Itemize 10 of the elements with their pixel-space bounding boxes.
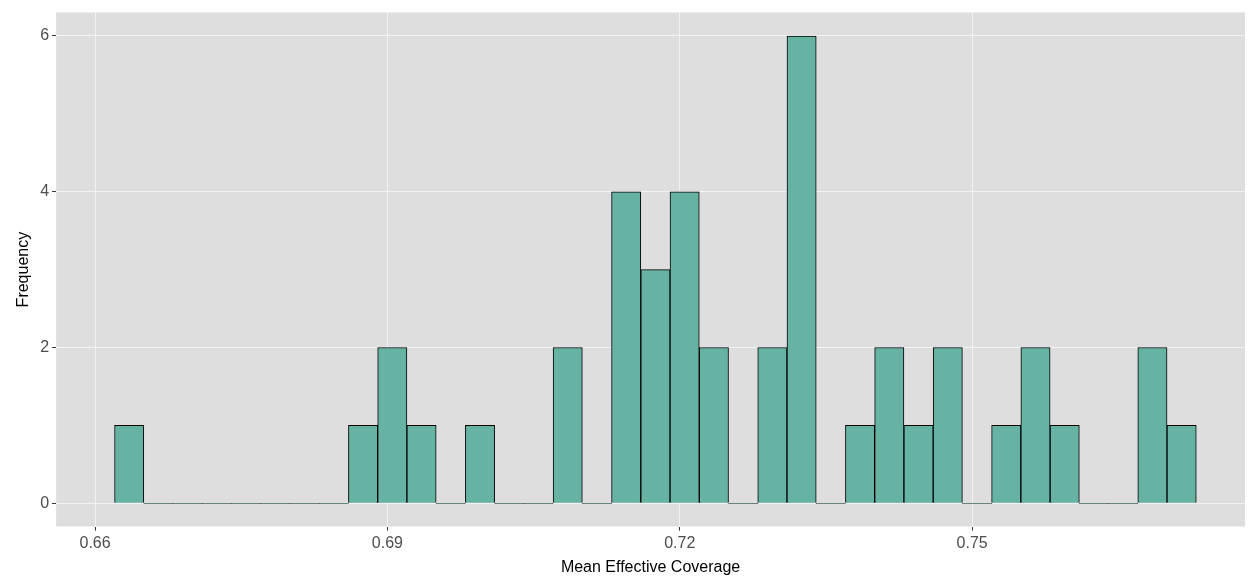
y-tick-label: 4 [40,182,50,200]
y-axis-title: Frequency [14,231,32,308]
y-tick-label: 2 [40,337,50,355]
x-tick-label: 0.75 [956,533,988,551]
x-axis-title: Mean Effective Coverage [560,557,741,575]
x-tick-label: 0.66 [79,533,111,551]
y-tick-label: 6 [40,26,50,44]
x-tick-label: 0.72 [664,533,696,551]
x-tick-label: 0.69 [371,533,404,551]
y-tick-label: 0 [40,493,50,511]
